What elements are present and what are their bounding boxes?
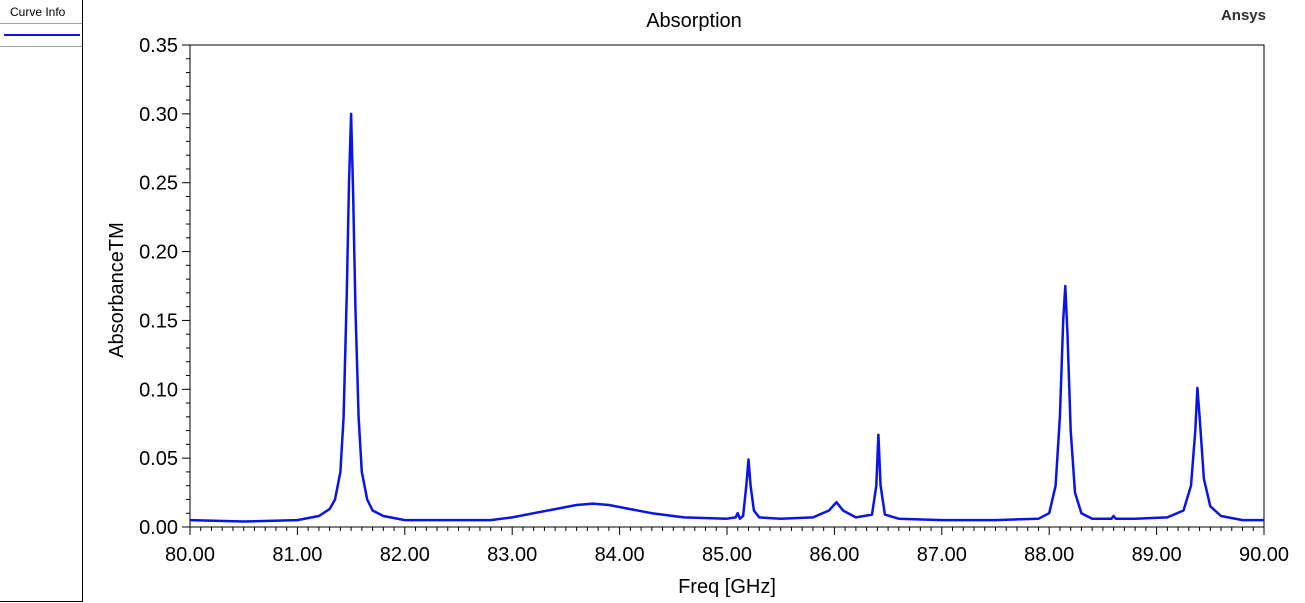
x-axis-label: Freq [GHz] [678,576,776,598]
x-tick-label: 90.00 [1239,544,1289,566]
x-tick-label: 86.00 [809,544,859,566]
x-tick-label: 84.00 [595,544,645,566]
x-tick-label: 87.00 [917,544,967,566]
y-tick-label: 0.10 [139,379,178,401]
x-tick-label: 81.00 [272,544,322,566]
y-tick-label: 0.35 [139,35,178,57]
y-tick-label: 0.15 [139,310,178,332]
x-tick-label: 82.00 [380,544,430,566]
y-tick-label: 0.25 [139,173,178,195]
curve-info-header: Curve Info [0,0,82,24]
x-tick-label: 85.00 [702,544,752,566]
y-axis-label: AbsorbanceTM [106,222,128,358]
y-axis: 0.00 0.05 0.10 0.15 0.20 0.25 0.30 0.35 [139,35,190,539]
x-axis: 80.00 81.00 82.00 83.00 84.00 85.00 86.00 87.00… [165,527,1289,566]
chart-title: Absorption [646,10,742,32]
series-group [189,112,1264,523]
legend-line-swatch[interactable] [4,34,80,36]
curve-info-panel: Curve Info [0,0,83,602]
absorbance-tm-line[interactable] [189,112,1264,523]
x-tick-label: 89.00 [1132,544,1182,566]
legend-divider [0,46,82,47]
x-tick-label: 83.00 [487,544,537,566]
y-tick-label: 0.00 [139,517,178,539]
x-tick-label: 80.00 [165,544,215,566]
y-tick-label: 0.20 [139,242,178,264]
y-tick-label: 0.05 [139,448,178,470]
x-tick-label: 88.00 [1024,544,1074,566]
y-tick-label: 0.30 [139,104,178,126]
brand-logo-text: Ansys [1220,7,1266,24]
